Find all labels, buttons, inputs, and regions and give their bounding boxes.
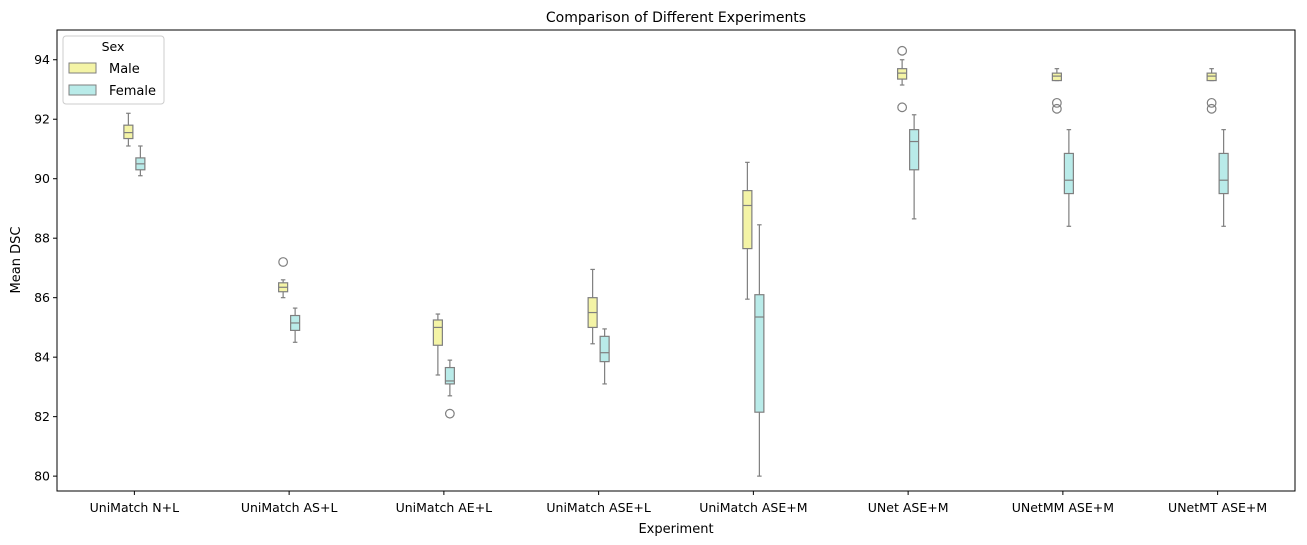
legend: Sex Male Female	[62, 35, 165, 105]
outlier-point	[897, 102, 908, 113]
plot-marks	[123, 45, 1229, 477]
legend-title: Sex	[102, 39, 125, 54]
outlier-point	[278, 257, 289, 267]
iqr-box	[1206, 72, 1217, 82]
iqr-box	[599, 335, 610, 363]
iqr-box	[742, 190, 753, 250]
iqr-box	[444, 366, 455, 385]
box-male	[897, 45, 908, 113]
box-female	[909, 114, 920, 220]
x-axis: UniMatch N+L UniMatch AS+L UniMatch AE+L Un…	[90, 491, 1267, 515]
box-female	[290, 307, 301, 343]
box-female	[1218, 129, 1229, 227]
iqr-box	[1218, 152, 1229, 195]
iqr-box	[909, 129, 920, 171]
outlier-point	[1206, 97, 1217, 108]
chart-title: Comparison of Different Experiments	[546, 10, 806, 26]
box-female	[135, 145, 146, 177]
y-tick-label: 88	[34, 231, 50, 246]
x-tick-label: UNetMT ASE+M	[1168, 500, 1267, 515]
x-tick-label: UniMatch N+L	[90, 500, 179, 515]
iqr-box	[123, 124, 134, 140]
iqr-box	[1063, 152, 1074, 195]
box-male	[123, 112, 134, 147]
x-axis-label: Experiment	[638, 522, 713, 537]
y-tick-label: 84	[34, 350, 50, 365]
legend-label-female: Female	[109, 84, 156, 99]
outlier-point	[1206, 103, 1217, 114]
iqr-box	[754, 294, 765, 413]
y-tick-label: 90	[34, 171, 50, 186]
outlier-point	[897, 45, 908, 56]
y-tick-label: 82	[34, 409, 50, 424]
x-tick-label: UniMatch AE+L	[396, 500, 493, 515]
box-male	[432, 313, 443, 376]
box-female	[599, 328, 610, 385]
box-male	[587, 268, 598, 345]
x-tick-label: UniMatch AS+L	[241, 500, 338, 515]
legend-swatch-female	[68, 84, 97, 96]
box-male	[1206, 68, 1217, 114]
x-tick-label: UNet ASE+M	[868, 500, 949, 515]
outlier-point	[444, 408, 455, 419]
plot-frame	[56, 29, 1296, 492]
y-axis-label: Mean DSC	[9, 227, 24, 294]
legend-label-male: Male	[109, 62, 140, 77]
outlier-point	[1051, 97, 1062, 108]
y-tick-label: 86	[34, 290, 50, 305]
box-female	[1063, 129, 1074, 227]
iqr-box	[432, 319, 443, 346]
box-female	[444, 359, 455, 419]
box-female	[754, 224, 765, 477]
box-male	[742, 161, 753, 300]
y-tick-label: 80	[34, 469, 50, 484]
x-tick-label: UniMatch ASE+M	[699, 500, 807, 515]
iqr-box	[897, 68, 908, 80]
y-tick-label: 92	[34, 112, 50, 127]
x-tick-label: UNetMM ASE+M	[1012, 500, 1114, 515]
box-male	[278, 257, 289, 299]
x-tick-label: UniMatch ASE+L	[546, 500, 651, 515]
legend-swatch-male	[68, 62, 97, 74]
outlier-point	[1051, 103, 1062, 114]
y-tick-label: 94	[34, 52, 50, 67]
y-axis: 80 82 84 86 88 90 92 94	[34, 52, 57, 484]
box-male	[1051, 68, 1062, 114]
iqr-box	[1051, 72, 1062, 82]
